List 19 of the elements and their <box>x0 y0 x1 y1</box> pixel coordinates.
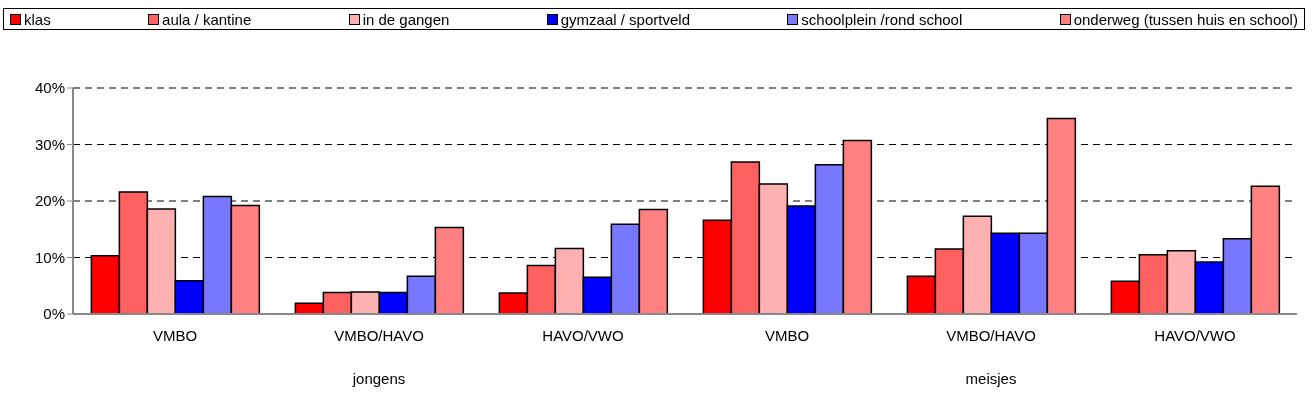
legend-label: onderweg (tussen huis en school) <box>1073 10 1298 28</box>
legend-label: in de gangen <box>362 10 450 28</box>
legend-label: gymzaal / sportveld <box>560 10 690 28</box>
y-tick-label: 30% <box>34 135 65 153</box>
y-tick-label: 10% <box>34 248 65 266</box>
y-tick-label: 0% <box>43 305 65 323</box>
text: jongens <box>351 370 407 387</box>
x-tick-label: HAVO/VWO <box>542 326 624 344</box>
legend-label: klas <box>24 10 51 28</box>
x-tick-label: VMBO <box>764 326 810 344</box>
legend-label: aula / kantine <box>162 10 252 28</box>
x-tick-label: VMBO/HAVO <box>334 326 424 344</box>
y-tick-label: 20% <box>34 192 65 210</box>
x-tick-label: VMBO/HAVO <box>946 326 1036 344</box>
x-tick-label: VMBO <box>152 326 198 344</box>
text: meisjes <box>964 370 1018 387</box>
x-tick-label: HAVO/VWO <box>1154 326 1236 344</box>
legend-label: schoolplein /rond school <box>801 10 963 28</box>
y-tick-label: 40% <box>34 79 65 97</box>
